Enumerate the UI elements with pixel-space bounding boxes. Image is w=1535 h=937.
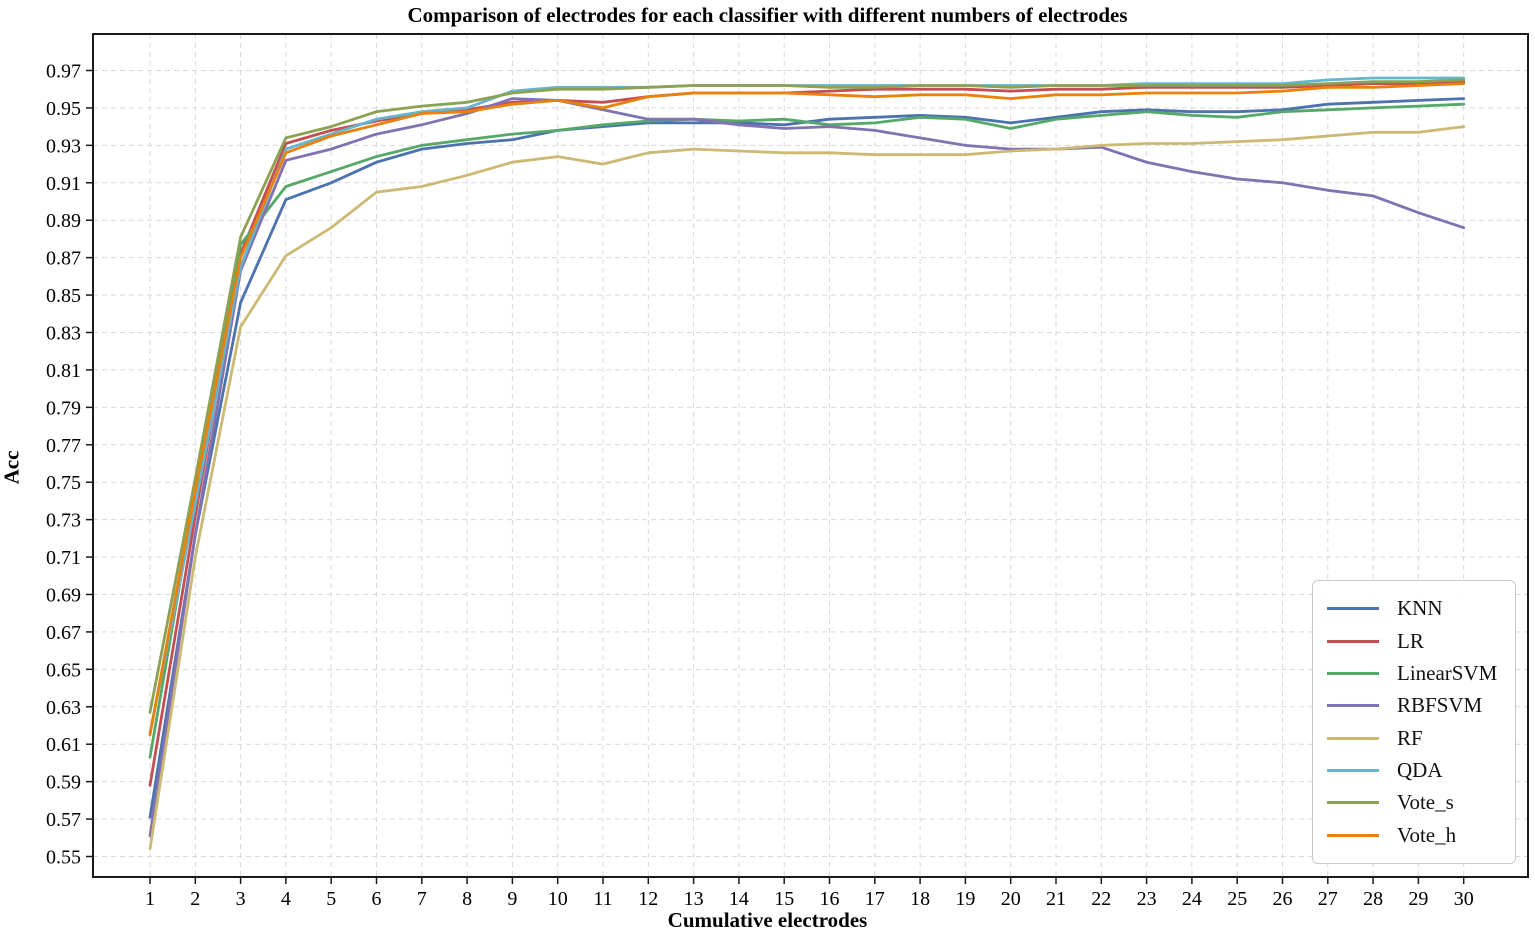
x-tick-label: 10 bbox=[548, 888, 568, 910]
x-tick-label: 3 bbox=[236, 888, 246, 910]
y-tick-label: 0.79 bbox=[46, 397, 81, 419]
y-tick-label: 0.87 bbox=[46, 248, 81, 270]
x-tick-label: 14 bbox=[729, 888, 749, 910]
x-tick-label: 23 bbox=[1137, 888, 1157, 910]
y-tick-label: 0.73 bbox=[46, 510, 81, 532]
legend-line-sample bbox=[1327, 833, 1379, 837]
x-tick-label: 17 bbox=[865, 888, 885, 910]
series-line-rf bbox=[148, 125, 1466, 851]
series-line-vote_s bbox=[148, 78, 1466, 714]
x-tick-label: 27 bbox=[1318, 888, 1338, 910]
x-tick-label: 12 bbox=[638, 888, 658, 910]
x-tick-label: 25 bbox=[1227, 888, 1247, 910]
legend-label: LR bbox=[1397, 628, 1424, 653]
x-tick-label: 6 bbox=[372, 888, 382, 910]
x-tick-label: 13 bbox=[684, 888, 704, 910]
legend-line-sample bbox=[1327, 607, 1379, 611]
y-tick-label: 0.75 bbox=[46, 472, 81, 494]
y-tick-label: 0.77 bbox=[46, 435, 81, 457]
x-tick-label: 1 bbox=[145, 888, 155, 910]
y-tick-label: 0.57 bbox=[46, 809, 81, 831]
series-line-lr bbox=[148, 80, 1466, 787]
legend-label: KNN bbox=[1397, 596, 1443, 621]
series-line-linearsvm bbox=[148, 102, 1466, 759]
series-line-rbfsvm bbox=[148, 97, 1466, 838]
legend-label: RBFSVM bbox=[1397, 693, 1483, 718]
x-tick-label: 30 bbox=[1454, 888, 1474, 910]
x-tick-label: 7 bbox=[417, 888, 427, 910]
legend-line-sample bbox=[1327, 704, 1379, 708]
x-tick-label: 11 bbox=[593, 888, 612, 910]
legend-label: Vote_s bbox=[1397, 790, 1454, 815]
x-tick-label: 19 bbox=[955, 888, 975, 910]
legend-label: Vote_h bbox=[1397, 822, 1457, 847]
x-tick-label: 26 bbox=[1273, 888, 1293, 910]
y-tick-label: 0.91 bbox=[46, 173, 81, 195]
series-line-vote_h bbox=[148, 82, 1466, 737]
x-tick-label: 16 bbox=[820, 888, 840, 910]
x-tick-label: 4 bbox=[281, 888, 291, 910]
y-tick-label: 0.81 bbox=[46, 360, 81, 382]
y-tick-label: 0.67 bbox=[46, 622, 81, 644]
plot-border bbox=[92, 33, 1529, 878]
y-tick-label: 0.65 bbox=[46, 659, 81, 681]
y-tick-label: 0.59 bbox=[46, 772, 81, 794]
legend-line-sample bbox=[1327, 801, 1379, 805]
x-tick-label: 28 bbox=[1363, 888, 1383, 910]
legend-item-rbfsvm: RBFSVM bbox=[1327, 695, 1501, 716]
y-tick-label: 0.61 bbox=[46, 734, 81, 756]
legend-item-knn: KNN bbox=[1327, 598, 1501, 619]
x-tick-label: 22 bbox=[1091, 888, 1111, 910]
y-tick-label: 0.69 bbox=[46, 584, 81, 606]
legend-item-linearsvm: LinearSVM bbox=[1327, 660, 1501, 685]
x-tick-label: 18 bbox=[910, 888, 930, 910]
legend-line-sample bbox=[1327, 671, 1379, 675]
y-tick-label: 0.85 bbox=[46, 285, 81, 307]
y-tick-label: 0.97 bbox=[46, 61, 81, 83]
legend-item-vote_h: Vote_h bbox=[1327, 822, 1501, 847]
series-line-knn bbox=[148, 97, 1466, 819]
legend-item-rf: RF bbox=[1327, 725, 1501, 750]
x-tick-label: 21 bbox=[1046, 888, 1066, 910]
chart-title: Comparison of electrodes for each classi… bbox=[407, 3, 1128, 27]
x-axis-label: Cumulative electrodes bbox=[667, 908, 868, 932]
legend-label: QDA bbox=[1397, 757, 1443, 782]
legend-label: RF bbox=[1397, 725, 1423, 750]
x-tick-label: 15 bbox=[774, 888, 794, 910]
y-tick-label: 0.55 bbox=[46, 846, 81, 868]
legend-item-lr: LR bbox=[1327, 628, 1501, 653]
x-tick-label: 20 bbox=[1001, 888, 1021, 910]
legend-line-sample bbox=[1327, 639, 1379, 643]
legend: KNN LR LinearSVM RBFSVM RF QDA Vote_s Vote_h bbox=[1312, 580, 1516, 864]
y-tick-label: 0.63 bbox=[46, 697, 81, 719]
y-tick-label: 0.83 bbox=[46, 322, 81, 344]
x-tick-label: 2 bbox=[190, 888, 200, 910]
x-tick-label: 9 bbox=[507, 888, 517, 910]
x-tick-label: 29 bbox=[1408, 888, 1428, 910]
x-tick-label: 24 bbox=[1182, 888, 1202, 910]
y-axis-label: Acc bbox=[0, 450, 24, 485]
y-tick-label: 0.71 bbox=[46, 547, 81, 569]
y-tick-label: 0.89 bbox=[46, 210, 81, 232]
legend-item-qda: QDA bbox=[1327, 757, 1501, 782]
y-tick-label: 0.95 bbox=[46, 98, 81, 120]
x-tick-label: 8 bbox=[462, 888, 472, 910]
legend-item-vote_s: Vote_s bbox=[1327, 792, 1501, 813]
legend-label: LinearSVM bbox=[1397, 660, 1498, 685]
legend-line-sample bbox=[1327, 768, 1379, 772]
x-tick-label: 5 bbox=[326, 888, 336, 910]
y-tick-label: 0.93 bbox=[46, 135, 81, 157]
legend-line-sample bbox=[1327, 736, 1379, 740]
